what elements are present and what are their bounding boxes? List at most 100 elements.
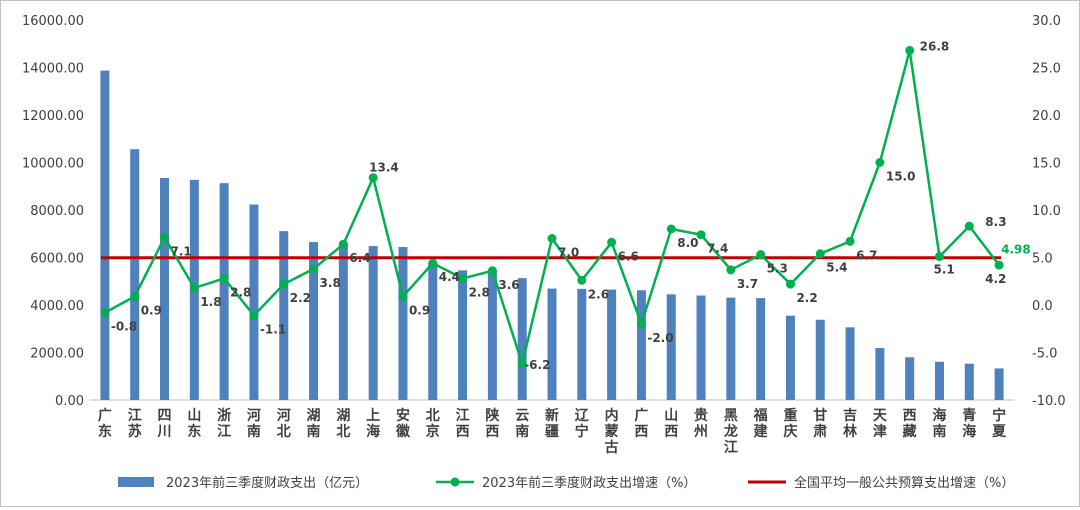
growth-data-label: 0.9 xyxy=(141,303,162,317)
growth-data-label: 6.4 xyxy=(349,251,370,265)
growth-data-label: 5.3 xyxy=(767,262,788,276)
growth-data-label: 2.8 xyxy=(469,285,490,299)
bar xyxy=(279,231,289,400)
growth-data-label: 5.4 xyxy=(826,261,847,275)
growth-data-label: 2.6 xyxy=(588,287,609,301)
growth-point xyxy=(666,224,676,234)
growth-data-label: 3.8 xyxy=(320,276,341,290)
category-label: 青海 xyxy=(962,407,976,440)
growth-point xyxy=(905,45,915,55)
category-label: 安徽 xyxy=(395,407,411,440)
right-axis-tick-label: -5.0 xyxy=(1032,347,1057,362)
growth-data-label: 6.7 xyxy=(856,248,877,262)
bar xyxy=(785,315,795,400)
growth-data-label: 7.1 xyxy=(171,245,192,259)
bar xyxy=(517,278,527,400)
left-axis-tick-label: 6000.00 xyxy=(30,252,84,267)
left-axis-tick-label: 4000.00 xyxy=(30,299,84,314)
bar xyxy=(636,290,646,400)
bar xyxy=(309,242,319,400)
category-label: 陕西 xyxy=(485,407,499,440)
growth-point xyxy=(547,234,557,243)
bar xyxy=(994,368,1004,400)
growth-point xyxy=(100,308,110,318)
growth-data-label: 0.9 xyxy=(409,303,430,317)
right-axis-tick-label: 10.0 xyxy=(1032,204,1061,219)
bar xyxy=(219,183,229,400)
bar xyxy=(398,247,408,400)
growth-data-label: 26.8 xyxy=(920,39,950,53)
bar xyxy=(368,246,378,400)
growth-data-label: 2.2 xyxy=(796,291,817,305)
growth-point xyxy=(249,310,259,320)
bar xyxy=(160,177,170,400)
category-label: 宁夏 xyxy=(992,407,1007,440)
legend-line-label: 2023年前三季度财政支出增速（%） xyxy=(482,475,696,491)
growth-line-series: -0.8 0.9 7.1 1.8 2.8 -1.1 2.2 3.8 6.4 13.4 0.9 4.4 2… xyxy=(100,39,1007,372)
growth-point xyxy=(130,291,140,301)
category-label: 辽宁 xyxy=(575,408,590,440)
growth-point xyxy=(517,359,527,369)
growth-data-label: -6.2 xyxy=(524,358,550,372)
growth-point xyxy=(219,273,229,283)
category-label: 北京 xyxy=(426,408,440,440)
growth-point xyxy=(845,236,855,246)
growth-point xyxy=(309,264,319,274)
category-label: 浙江 xyxy=(217,407,231,440)
bar xyxy=(666,294,676,400)
growth-point xyxy=(756,250,766,260)
growth-point xyxy=(815,249,825,259)
right-axis-tick-label: 20.0 xyxy=(1032,109,1061,124)
bar xyxy=(487,271,497,400)
growth-data-label: 7.4 xyxy=(707,242,728,256)
bar xyxy=(905,357,915,400)
category-label: 山西 xyxy=(664,408,678,440)
category-label: 云南 xyxy=(515,408,529,440)
growth-point xyxy=(934,252,944,262)
growth-data-label: 3.7 xyxy=(737,277,758,291)
average-growth-label: 4.98 xyxy=(1001,243,1031,257)
growth-point xyxy=(994,260,1004,270)
growth-point xyxy=(338,239,348,249)
category-label: 新疆 xyxy=(545,407,559,440)
category-label: 河北 xyxy=(277,407,291,440)
legend: 2023年前三季度财政支出（亿元） 2023年前三季度财政支出增速（%） 全国平均一… xyxy=(118,475,1014,491)
growth-point xyxy=(607,237,617,247)
bar xyxy=(934,361,944,400)
growth-point xyxy=(279,279,289,289)
axes: 0.00 2000.00 4000.00 6000.00 8000.00 10000.00… xyxy=(22,14,1066,409)
growth-data-label: -0.8 xyxy=(111,320,137,334)
bar xyxy=(577,288,587,400)
category-label: 海南 xyxy=(932,407,946,440)
left-axis-tick-label: 8000.00 xyxy=(30,204,84,219)
growth-point xyxy=(487,266,497,276)
growth-data-label: 8.0 xyxy=(677,236,698,250)
growth-data-label: 2.8 xyxy=(230,285,251,299)
growth-point xyxy=(398,291,408,301)
bar xyxy=(100,70,110,401)
growth-data-label: 6.6 xyxy=(618,249,639,263)
right-axis-tick-label: 0.0 xyxy=(1032,299,1053,314)
growth-point xyxy=(636,319,646,329)
category-label: 山东 xyxy=(187,408,201,440)
growth-point xyxy=(368,173,378,183)
growth-point xyxy=(696,230,706,240)
category-label: 黑龙江 xyxy=(723,408,738,456)
category-label: 江苏 xyxy=(128,407,142,440)
category-label: 广西 xyxy=(634,407,648,440)
growth-data-label: -1.1 xyxy=(260,322,286,336)
growth-data-label: 13.4 xyxy=(369,161,399,175)
category-label: 广东 xyxy=(98,407,112,440)
category-label: 重庆 xyxy=(783,407,797,440)
growth-point xyxy=(726,265,736,275)
bar xyxy=(338,243,348,400)
legend-bar-label: 2023年前三季度财政支出（亿元） xyxy=(166,475,368,491)
growth-data-label: 4.4 xyxy=(439,270,460,284)
bar xyxy=(726,297,736,400)
growth-data-label: 4.2 xyxy=(985,272,1006,286)
bar xyxy=(815,319,825,400)
growth-point xyxy=(785,279,795,289)
right-axis-tick-label: 30.0 xyxy=(1032,14,1061,29)
